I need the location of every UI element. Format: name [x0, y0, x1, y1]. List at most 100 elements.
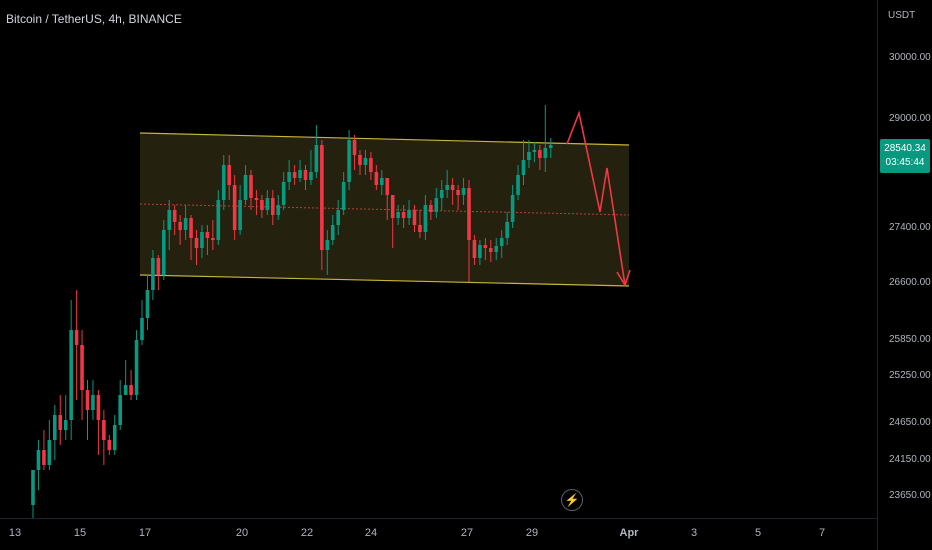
- price-tick-label: 29000.00: [889, 113, 931, 124]
- candle-body: [260, 200, 264, 210]
- candle-body: [42, 450, 46, 465]
- price-tick-label: 23650.00: [889, 490, 931, 501]
- channel-upper-line[interactable]: [139, 132, 630, 146]
- parallel-channel-drawing[interactable]: [139, 132, 630, 287]
- candle-body: [58, 415, 63, 430]
- candle-body: [401, 212, 406, 218]
- candle-body: [478, 245, 482, 258]
- time-tick-label: 15: [74, 527, 86, 539]
- candle-body: [314, 145, 319, 172]
- candle-body: [85, 390, 90, 410]
- candle-body: [80, 345, 84, 390]
- candle-body: [167, 210, 172, 230]
- symbol-title[interactable]: Bitcoin / TetherUS, 4h, BINANCE: [6, 12, 182, 26]
- lightning-bolt-icon[interactable]: ⚡: [561, 489, 583, 511]
- candle-body: [96, 395, 101, 420]
- candle-body: [74, 330, 79, 345]
- candle-body: [129, 385, 133, 395]
- candle-body: [407, 210, 411, 218]
- candle-body: [341, 182, 346, 210]
- candle-body: [287, 172, 291, 182]
- channel-lower-line[interactable]: [139, 274, 630, 287]
- time-tick-label: 29: [526, 527, 538, 539]
- candle-body: [516, 175, 520, 195]
- time-axis-divider: [0, 518, 877, 519]
- price-tick-label: 24150.00: [889, 454, 931, 465]
- candle-body: [494, 246, 499, 252]
- candle-body: [390, 195, 395, 218]
- candle-body: [200, 232, 204, 248]
- candle-body: [456, 190, 460, 195]
- candle-body: [47, 440, 52, 465]
- time-tick-label: Apr: [620, 527, 640, 539]
- candle-body: [505, 222, 509, 238]
- candle-body: [189, 218, 193, 238]
- price-tick-label: 30000.00: [889, 52, 931, 63]
- candle-body: [271, 198, 275, 215]
- price-tick-label: 27400.00: [889, 222, 931, 233]
- candle-body: [499, 238, 504, 246]
- candlestick-series: [31, 105, 553, 518]
- candle-body: [281, 182, 286, 205]
- projection-path: [566, 110, 626, 286]
- candle-body: [527, 152, 531, 160]
- candle-body: [178, 222, 182, 230]
- candle-body: [172, 210, 177, 222]
- candle-body: [521, 160, 526, 175]
- candle-body: [423, 205, 428, 232]
- price-tick-label: 25850.00: [889, 334, 931, 345]
- time-tick-label: 22: [301, 527, 313, 539]
- candle-body: [363, 158, 368, 165]
- candle-body: [211, 238, 215, 240]
- price-axis-divider: [877, 0, 878, 550]
- candle-body: [445, 185, 449, 190]
- bar-countdown: 03:45:44: [885, 157, 925, 168]
- candle-body: [325, 240, 330, 250]
- last-price-badge: 28540.34 03:45:44: [880, 139, 930, 173]
- channel-midline: [139, 203, 630, 216]
- time-tick-label: 3: [691, 527, 697, 539]
- price-axis-ticks[interactable]: 30000.00 29000.00 27400.00 26600.00 25850.00…: [889, 52, 931, 501]
- candle-body: [548, 145, 553, 148]
- candle-body: [243, 175, 248, 200]
- candle-body: [183, 218, 188, 230]
- currency-label[interactable]: USDT: [888, 10, 916, 21]
- candle-body: [352, 140, 357, 155]
- candle-body: [358, 155, 362, 165]
- candle-body: [543, 148, 548, 158]
- time-tick-label: 17: [139, 527, 151, 539]
- candle-body: [439, 190, 444, 198]
- candle-body: [429, 205, 433, 212]
- time-tick-label: 5: [755, 527, 761, 539]
- candle-body: [102, 420, 106, 440]
- candle-body: [467, 188, 471, 240]
- candle-body: [205, 232, 210, 238]
- candle-body: [369, 158, 373, 172]
- candle-body: [134, 340, 139, 395]
- candle-body: [374, 172, 379, 185]
- candle-body: [63, 420, 68, 430]
- candle-body: [538, 150, 542, 158]
- candle-body: [194, 238, 199, 248]
- candle-body: [162, 230, 166, 275]
- time-tick-label: 13: [9, 527, 21, 539]
- candle-body: [123, 385, 128, 395]
- candle-body: [320, 145, 324, 250]
- candle-body: [298, 170, 302, 178]
- candle-body: [156, 258, 161, 275]
- time-axis-ticks[interactable]: 13 15 17 20 22 24 27 29 Apr 3 5 7: [9, 527, 825, 539]
- candle-body: [112, 425, 117, 450]
- candle-body: [238, 200, 242, 230]
- price-tick-label: 26600.00: [889, 277, 931, 288]
- candle-body: [380, 178, 384, 185]
- candle-body: [330, 225, 335, 240]
- candle-body: [483, 245, 488, 248]
- time-tick-label: 27: [461, 527, 473, 539]
- time-tick-label: 24: [365, 527, 377, 539]
- candle-body: [292, 172, 297, 178]
- candle-body: [145, 290, 150, 318]
- projection-arrow-drawing[interactable]: [566, 110, 631, 287]
- candle-body: [418, 225, 422, 232]
- candle-body: [254, 198, 259, 200]
